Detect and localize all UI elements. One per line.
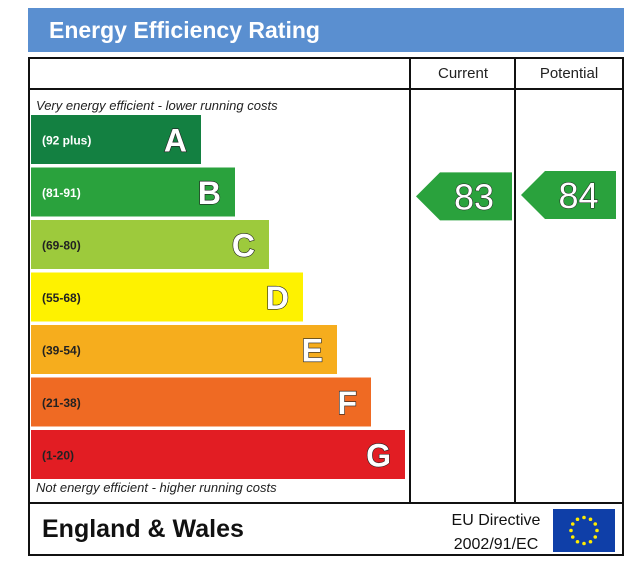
flag-star: [593, 522, 598, 526]
flag-star: [582, 541, 586, 546]
flag-star: [570, 535, 575, 539]
rating-arrows: 83 84: [416, 170, 616, 221]
flag-star: [593, 535, 598, 539]
band-range-f: (21-38): [42, 396, 81, 410]
band-letter-g: G: [366, 438, 391, 474]
band-range-g: (1-20): [42, 449, 74, 463]
band-letter-d: D: [266, 280, 289, 316]
band-bar-b: [31, 167, 235, 217]
band-bar-e: [31, 325, 337, 374]
band-bar-c: [31, 220, 269, 269]
flag-star: [588, 517, 593, 522]
rating-bands: (92 plus) A (81-91) B (69-80) C (55-68) D (39-54…: [31, 115, 405, 479]
potential-rating-value: 84: [558, 175, 598, 216]
band-letter-c: C: [232, 228, 255, 264]
flag-star: [575, 517, 580, 522]
flag-star: [582, 515, 586, 520]
potential-column-label: Potential: [539, 65, 599, 82]
flag-star: [588, 539, 593, 544]
current-rating-arrow: [416, 172, 512, 221]
note-very-efficient: Very energy efficient - lower running co…: [36, 98, 278, 113]
potential-rating-arrow: [521, 170, 616, 219]
table-grid: [28, 57, 624, 556]
eu-directive-number: 2002/91/EC: [453, 536, 539, 553]
band-letter-a: A: [164, 123, 187, 159]
band-bar-a: [31, 115, 201, 164]
footer-region: England & Wales: [42, 515, 244, 543]
eu-directive-label: EU Directive: [451, 512, 541, 529]
flag-star: [595, 528, 599, 533]
note-not-efficient: Not energy efficient - higher running co…: [36, 480, 277, 495]
band-letter-f: F: [337, 385, 357, 421]
band-range-b: (81-91): [42, 186, 81, 200]
header-bar: Energy Efficiency Rating: [28, 8, 624, 52]
band-letter-e: E: [302, 333, 323, 369]
band-range-c: (69-80): [42, 239, 81, 253]
page-title: Energy Efficiency Rating: [49, 17, 320, 43]
flag-star: [569, 528, 573, 533]
eu-flag-icon: [553, 509, 615, 552]
band-bar-d: [31, 272, 303, 322]
band-range-d: (55-68): [42, 291, 81, 305]
band-letter-b: B: [198, 175, 221, 211]
band-bar-g: [31, 430, 405, 479]
flag-star: [570, 522, 575, 526]
flag-star: [575, 539, 580, 544]
band-range-a: (92 plus): [42, 134, 91, 148]
current-rating-value: 83: [454, 176, 494, 217]
current-column-label: Current: [437, 65, 489, 82]
band-bar-f: [31, 377, 371, 427]
band-range-e: (39-54): [42, 344, 81, 358]
